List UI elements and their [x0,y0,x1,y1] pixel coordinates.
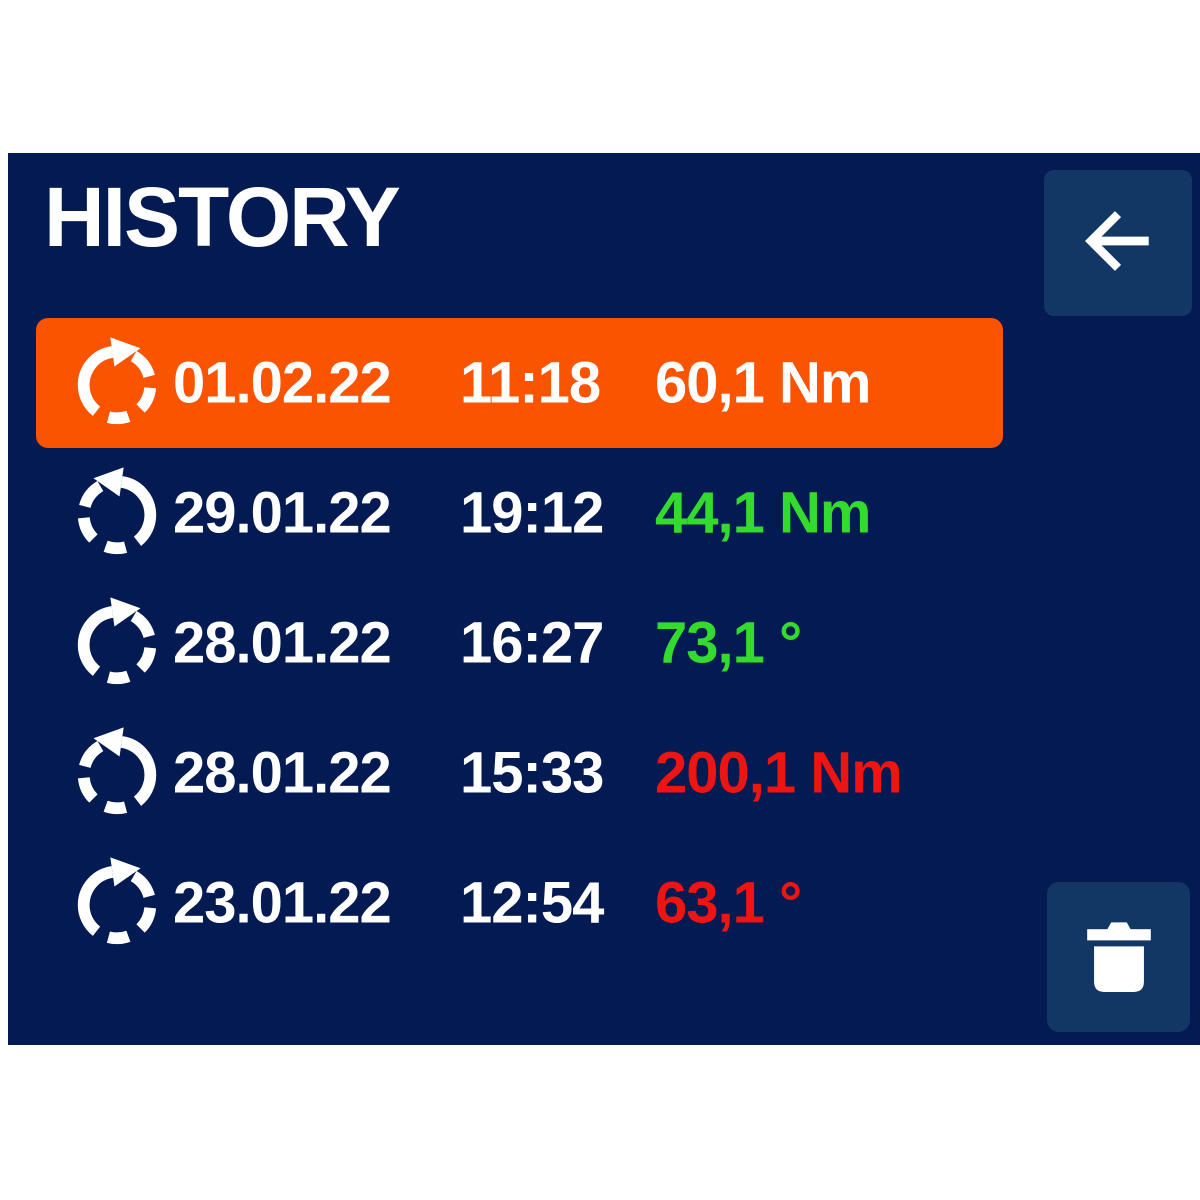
page-title: HISTORY [44,170,401,264]
row-time: 12:54 [460,870,604,936]
history-list: 01.02.22 11:18 60,1 Nm 29.01.22 19:12 44… [36,318,1003,968]
history-row[interactable]: 29.01.22 19:12 44,1 Nm [36,448,1003,578]
row-value: 73,1 ° [655,610,802,676]
arrow-left-icon [1070,193,1166,294]
history-row[interactable]: 01.02.22 11:18 60,1 Nm [36,318,1003,448]
row-date: 23.01.22 [173,870,392,936]
clockwise-rotation-icon [68,594,166,692]
trash-icon [1076,912,1162,1003]
row-value: 60,1 Nm [655,350,871,416]
history-panel: HISTORY 01.02.22 11:18 60,1 N [8,153,1200,1045]
clockwise-rotation-icon [68,334,166,432]
history-row[interactable]: 28.01.22 16:27 73,1 ° [36,578,1003,708]
back-button[interactable] [1044,170,1192,316]
row-date: 01.02.22 [173,350,392,416]
row-value: 44,1 Nm [655,480,871,546]
history-row[interactable]: 28.01.22 15:33 200,1 Nm [36,708,1003,838]
row-value: 200,1 Nm [655,740,903,806]
row-time: 15:33 [460,740,604,806]
clockwise-rotation-icon [68,854,166,952]
history-row[interactable]: 23.01.22 12:54 63,1 ° [36,838,1003,968]
counterclockwise-rotation-icon [68,464,166,562]
row-value: 63,1 ° [655,870,802,936]
row-date: 28.01.22 [173,740,392,806]
row-time: 11:18 [460,350,601,416]
delete-button[interactable] [1047,882,1190,1032]
row-date: 28.01.22 [173,610,392,676]
row-time: 19:12 [460,480,604,546]
row-time: 16:27 [460,610,604,676]
row-date: 29.01.22 [173,480,392,546]
counterclockwise-rotation-icon [68,724,166,822]
